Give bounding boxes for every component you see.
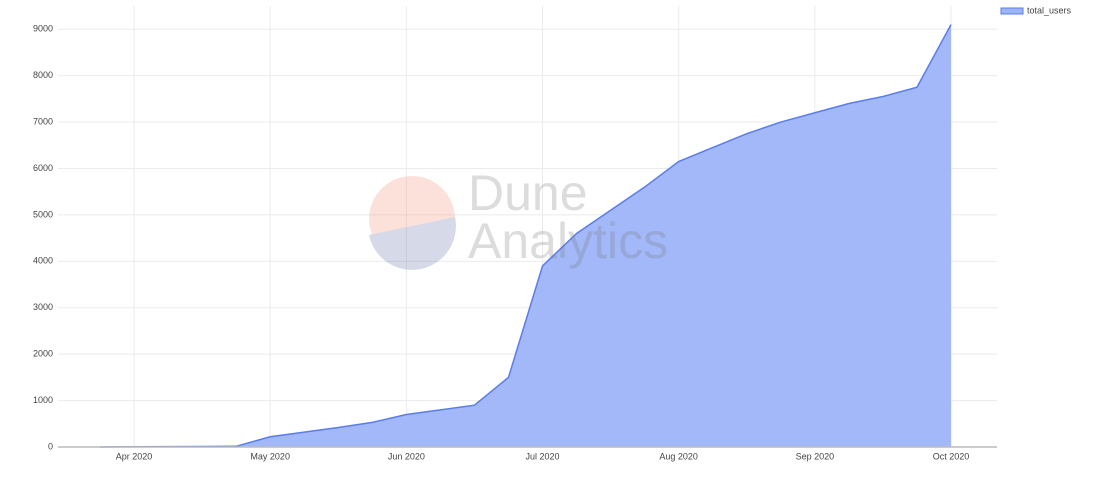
x-tick-label: Sep 2020 bbox=[796, 451, 835, 461]
x-tick-label: Jun 2020 bbox=[388, 451, 425, 461]
y-tick-label: 5000 bbox=[33, 209, 53, 219]
x-tick-label: Apr 2020 bbox=[116, 451, 153, 461]
y-tick-label: 3000 bbox=[33, 302, 53, 312]
y-tick-label: 7000 bbox=[33, 116, 53, 126]
y-tick-label: 1000 bbox=[33, 395, 53, 405]
watermark-logo-part bbox=[369, 217, 456, 270]
legend-swatch bbox=[1000, 7, 1024, 15]
y-tick-label: 2000 bbox=[33, 349, 53, 359]
legend-label: total_users bbox=[1027, 5, 1072, 15]
watermark-text: Analytics bbox=[468, 213, 668, 269]
x-tick-label: Jul 2020 bbox=[526, 451, 560, 461]
y-tick-label: 0 bbox=[48, 441, 53, 451]
y-tick-label: 4000 bbox=[33, 256, 53, 266]
watermark-text: Dune bbox=[468, 165, 588, 221]
watermark: Dune Analytics bbox=[369, 165, 668, 270]
plot: 0 1000 2000 3000 4000 5000 6000 7000 8000 9000 Apr… bbox=[33, 5, 1072, 461]
y-tick-label: 9000 bbox=[33, 24, 53, 34]
line bbox=[99, 24, 952, 448]
x-tick-label: Aug 2020 bbox=[659, 451, 698, 461]
area bbox=[100, 24, 951, 447]
x-tick-label: May 2020 bbox=[250, 451, 290, 461]
watermark-logo bbox=[369, 176, 455, 262]
y-tick-label: 6000 bbox=[33, 163, 53, 173]
x-tick-label: Oct 2020 bbox=[933, 451, 970, 461]
y-tick-label: 8000 bbox=[33, 70, 53, 80]
